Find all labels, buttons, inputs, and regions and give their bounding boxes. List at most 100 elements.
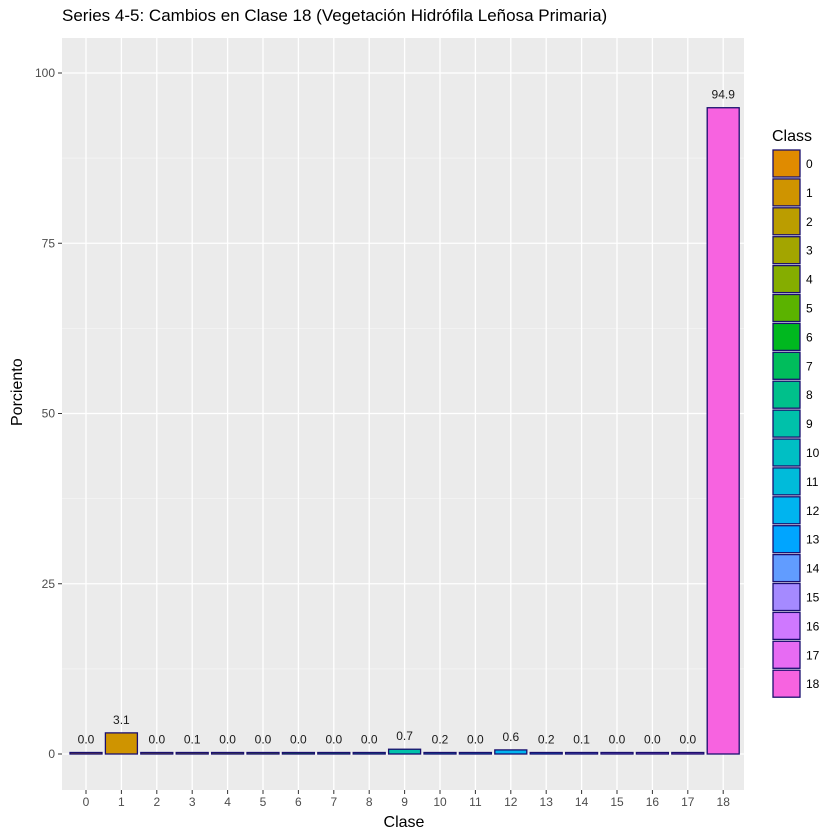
x-tick-label: 9 xyxy=(401,795,408,809)
bar-12 xyxy=(494,749,528,755)
bar-11 xyxy=(458,751,493,755)
legend-key-17 xyxy=(772,640,801,669)
legend-label: 11 xyxy=(806,475,819,489)
bars xyxy=(69,107,740,755)
legend-label: 6 xyxy=(806,330,813,344)
x-tick-label: 3 xyxy=(189,795,196,809)
y-tick-label: 25 xyxy=(42,577,56,591)
x-tick-label: 7 xyxy=(330,795,337,809)
x-tick-label: 17 xyxy=(681,795,695,809)
x-tick-label: 8 xyxy=(366,795,373,809)
bar-value-label: 0.1 xyxy=(573,733,590,747)
bar-value-label: 0.0 xyxy=(609,733,626,747)
x-tick-label: 4 xyxy=(224,795,231,809)
bar-value-label: 0.0 xyxy=(255,733,272,747)
y-tick-label: 75 xyxy=(42,236,56,250)
legend-label: 0 xyxy=(806,157,813,171)
bar-value-label: 0.2 xyxy=(538,733,555,747)
legend-key-11 xyxy=(772,467,801,496)
x-tick-label: 6 xyxy=(295,795,302,809)
x-tick-label: 13 xyxy=(540,795,554,809)
legend-key-12 xyxy=(772,496,801,525)
bar-9 xyxy=(387,748,422,755)
legend-label: 7 xyxy=(806,359,813,373)
legend-key-16 xyxy=(772,611,801,641)
legend-key-15 xyxy=(772,582,801,612)
x-tick-label: 0 xyxy=(83,795,90,809)
x-tick-label: 12 xyxy=(504,795,518,809)
legend-key-6 xyxy=(772,322,801,352)
x-tick-label: 11 xyxy=(469,795,482,809)
legend-key-7 xyxy=(772,351,801,380)
legend-label: 14 xyxy=(806,562,820,576)
bar-value-label: 0.0 xyxy=(467,733,484,747)
bar-value-label: 0.0 xyxy=(644,733,661,747)
bar-15 xyxy=(600,751,634,755)
x-tick-label: 5 xyxy=(260,795,267,809)
legend-label: 13 xyxy=(806,533,820,547)
x-tick-label: 1 xyxy=(118,795,125,809)
legend-label: 9 xyxy=(806,417,813,431)
legend-key-0 xyxy=(772,149,801,178)
x-tick-label: 16 xyxy=(646,795,660,809)
bar-value-label: 0.0 xyxy=(325,733,342,747)
legend-label: 15 xyxy=(806,591,820,605)
legend-label: 5 xyxy=(806,302,813,316)
bar-6 xyxy=(281,751,316,755)
bar-value-label: 3.1 xyxy=(113,713,130,727)
x-tick-label: 15 xyxy=(610,795,624,809)
bar-10 xyxy=(423,751,457,755)
legend-label: 8 xyxy=(806,388,813,402)
bar-3 xyxy=(175,751,209,755)
bar-value-label: 0.0 xyxy=(290,733,307,747)
bar-1 xyxy=(104,732,139,755)
bar-16 xyxy=(635,751,670,755)
legend-key-2 xyxy=(772,207,801,236)
x-tick-label: 14 xyxy=(575,795,589,809)
chart-title: Series 4-5: Cambios en Clase 18 (Vegetac… xyxy=(62,6,608,25)
bar-value-labels: 0.0 3.1 0.0 0.1 0.0 0.0 0.0 0.0 0.0 0.7 0.2 0.0 0.6 0… xyxy=(78,88,736,747)
bar-18 xyxy=(706,107,740,755)
bar-13 xyxy=(529,751,563,755)
bar-2 xyxy=(140,751,174,755)
legend-key-10 xyxy=(772,438,801,467)
bar-value-label: 0.6 xyxy=(502,730,519,744)
legend-label: 10 xyxy=(806,446,820,460)
bar-value-label: 0.0 xyxy=(78,733,95,747)
x-tick-label: 2 xyxy=(153,795,160,809)
bar-value-label: 94.9 xyxy=(712,88,736,102)
y-tick-label: 50 xyxy=(42,407,56,421)
bar-5 xyxy=(246,751,280,755)
x-axis: 0 1 2 3 4 5 6 7 8 9 10 11 12 13 14 15 16 17 18 xyxy=(83,790,730,809)
x-axis-label: Clase xyxy=(383,814,425,831)
legend-key-14 xyxy=(772,553,801,583)
y-axis-label: Porciento xyxy=(9,358,26,426)
legend-key-9 xyxy=(772,409,801,438)
bar-value-label: 0.2 xyxy=(432,733,449,747)
bar-17 xyxy=(671,751,705,755)
bar-value-label: 0.0 xyxy=(361,733,378,747)
legend-title: Class xyxy=(772,128,813,145)
legend-label: 2 xyxy=(806,215,813,229)
bar-8 xyxy=(352,751,386,755)
y-tick-label: 0 xyxy=(48,747,55,761)
bar-value-label: 0.0 xyxy=(679,733,696,747)
bar-value-label: 0.0 xyxy=(219,733,236,747)
legend-key-4 xyxy=(772,264,801,294)
bar-value-label: 0.0 xyxy=(148,733,165,747)
y-tick-label: 100 xyxy=(35,66,55,80)
legend-key-3 xyxy=(772,236,801,265)
y-axis: 0 25 50 75 100 xyxy=(35,66,62,761)
legend-label: 1 xyxy=(806,186,813,200)
legend-label: 17 xyxy=(806,648,820,662)
legend-key-8 xyxy=(772,380,801,409)
bar-value-label: 0.7 xyxy=(396,729,413,743)
legend-label: 4 xyxy=(806,273,813,287)
legend-key-1 xyxy=(772,178,801,207)
legend-label: 18 xyxy=(806,677,820,691)
legend-label: 16 xyxy=(806,619,820,633)
bar-7 xyxy=(317,751,351,755)
x-tick-label: 10 xyxy=(433,795,447,809)
